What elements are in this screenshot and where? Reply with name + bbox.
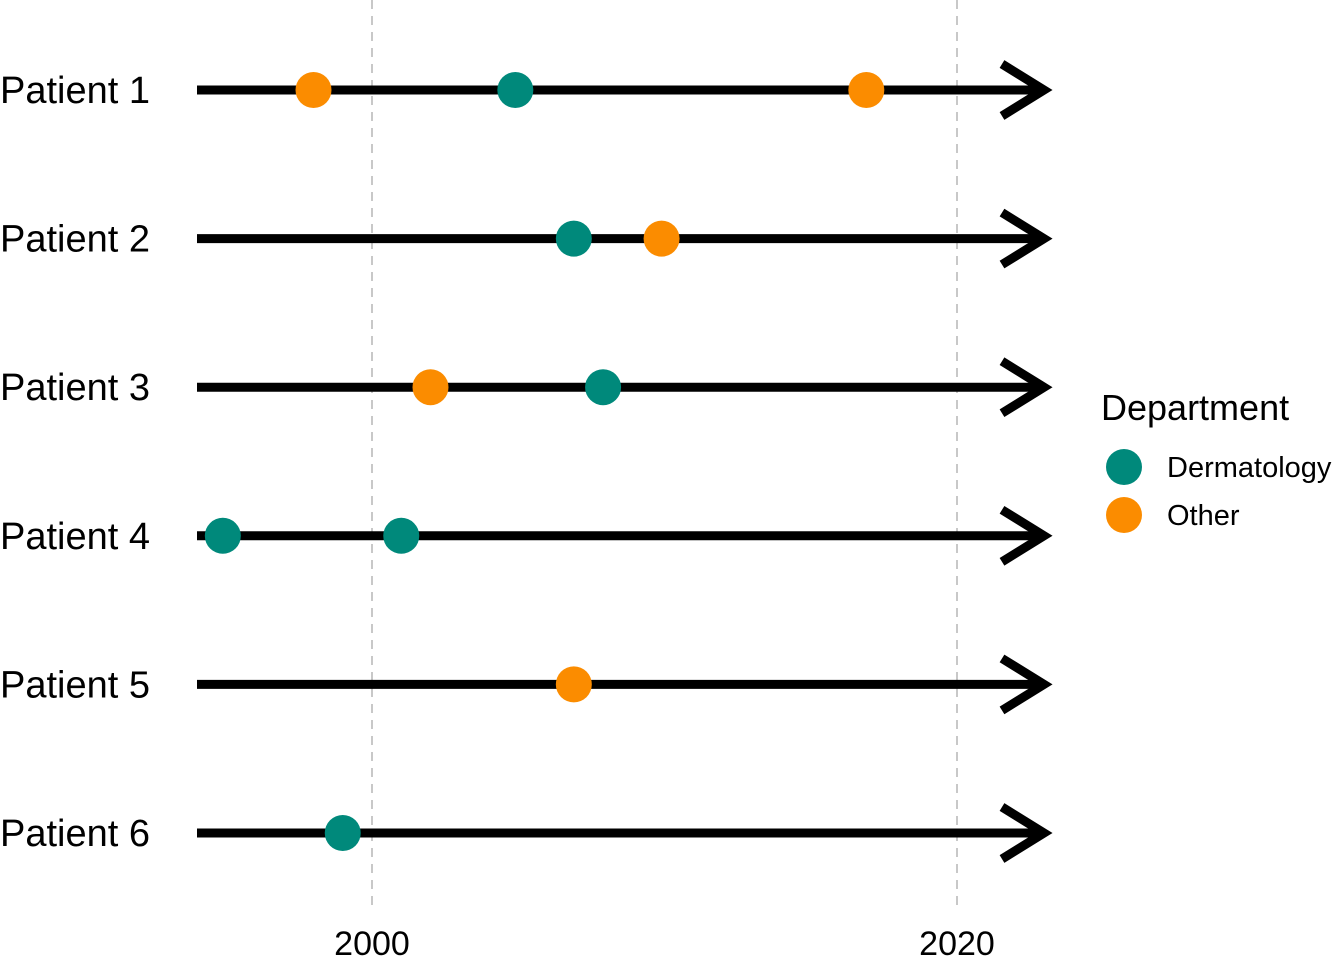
timeline-arrowhead-5 <box>999 654 1053 715</box>
timeline-arrowhead-1 <box>999 60 1053 120</box>
event-point-dermatology <box>324 815 361 851</box>
patient-label-4: Patient 4 <box>0 516 150 558</box>
legend: Department Dermatology Other <box>1101 387 1332 533</box>
event-point-dermatology <box>585 369 622 406</box>
legend-key-other <box>1106 497 1142 533</box>
patient-label-2: Patient 2 <box>0 219 150 261</box>
legend-label-other: Other <box>1167 500 1240 532</box>
patient-label-3: Patient 3 <box>0 367 150 409</box>
timeline-arrowhead-6 <box>999 803 1053 863</box>
timeline-arrowhead-4 <box>999 505 1053 566</box>
event-point-dermatology <box>497 72 534 108</box>
grid-lines <box>371 0 958 905</box>
patient-rows: Patient 1 Patient 2 Patient 3 Patient 4 Pati… <box>0 60 1053 863</box>
event-point-other <box>643 220 680 257</box>
event-point-dermatology <box>555 220 592 257</box>
patient-row-1: Patient 1 <box>0 60 1053 120</box>
legend-label-dermatology: Dermatology <box>1167 452 1332 484</box>
patient-row-5: Patient 5 <box>0 654 1053 715</box>
patient-row-2: Patient 2 <box>0 208 1053 269</box>
legend-title: Department <box>1101 387 1289 428</box>
event-point-other <box>848 72 885 108</box>
timeline-arrowhead-2 <box>999 208 1053 269</box>
event-point-dermatology <box>204 517 241 554</box>
x-tick-label-2000: 2000 <box>334 925 410 960</box>
event-point-other <box>295 72 332 108</box>
timeline-arrowhead-3 <box>999 357 1053 418</box>
event-point-dermatology <box>383 517 420 554</box>
event-point-other <box>412 369 449 406</box>
legend-key-dermatology <box>1106 449 1142 485</box>
patient-label-5: Patient 5 <box>0 664 150 706</box>
patient-label-6: Patient 6 <box>0 813 150 855</box>
x-axis-ticks: 2000 2020 <box>334 925 995 960</box>
patient-row-4: Patient 4 <box>0 505 1053 566</box>
patient-label-1: Patient 1 <box>0 70 150 112</box>
x-tick-label-2020: 2020 <box>919 925 995 960</box>
event-point-other <box>555 666 592 703</box>
patient-row-6: Patient 6 <box>0 803 1053 863</box>
patient-row-3: Patient 3 <box>0 357 1053 418</box>
